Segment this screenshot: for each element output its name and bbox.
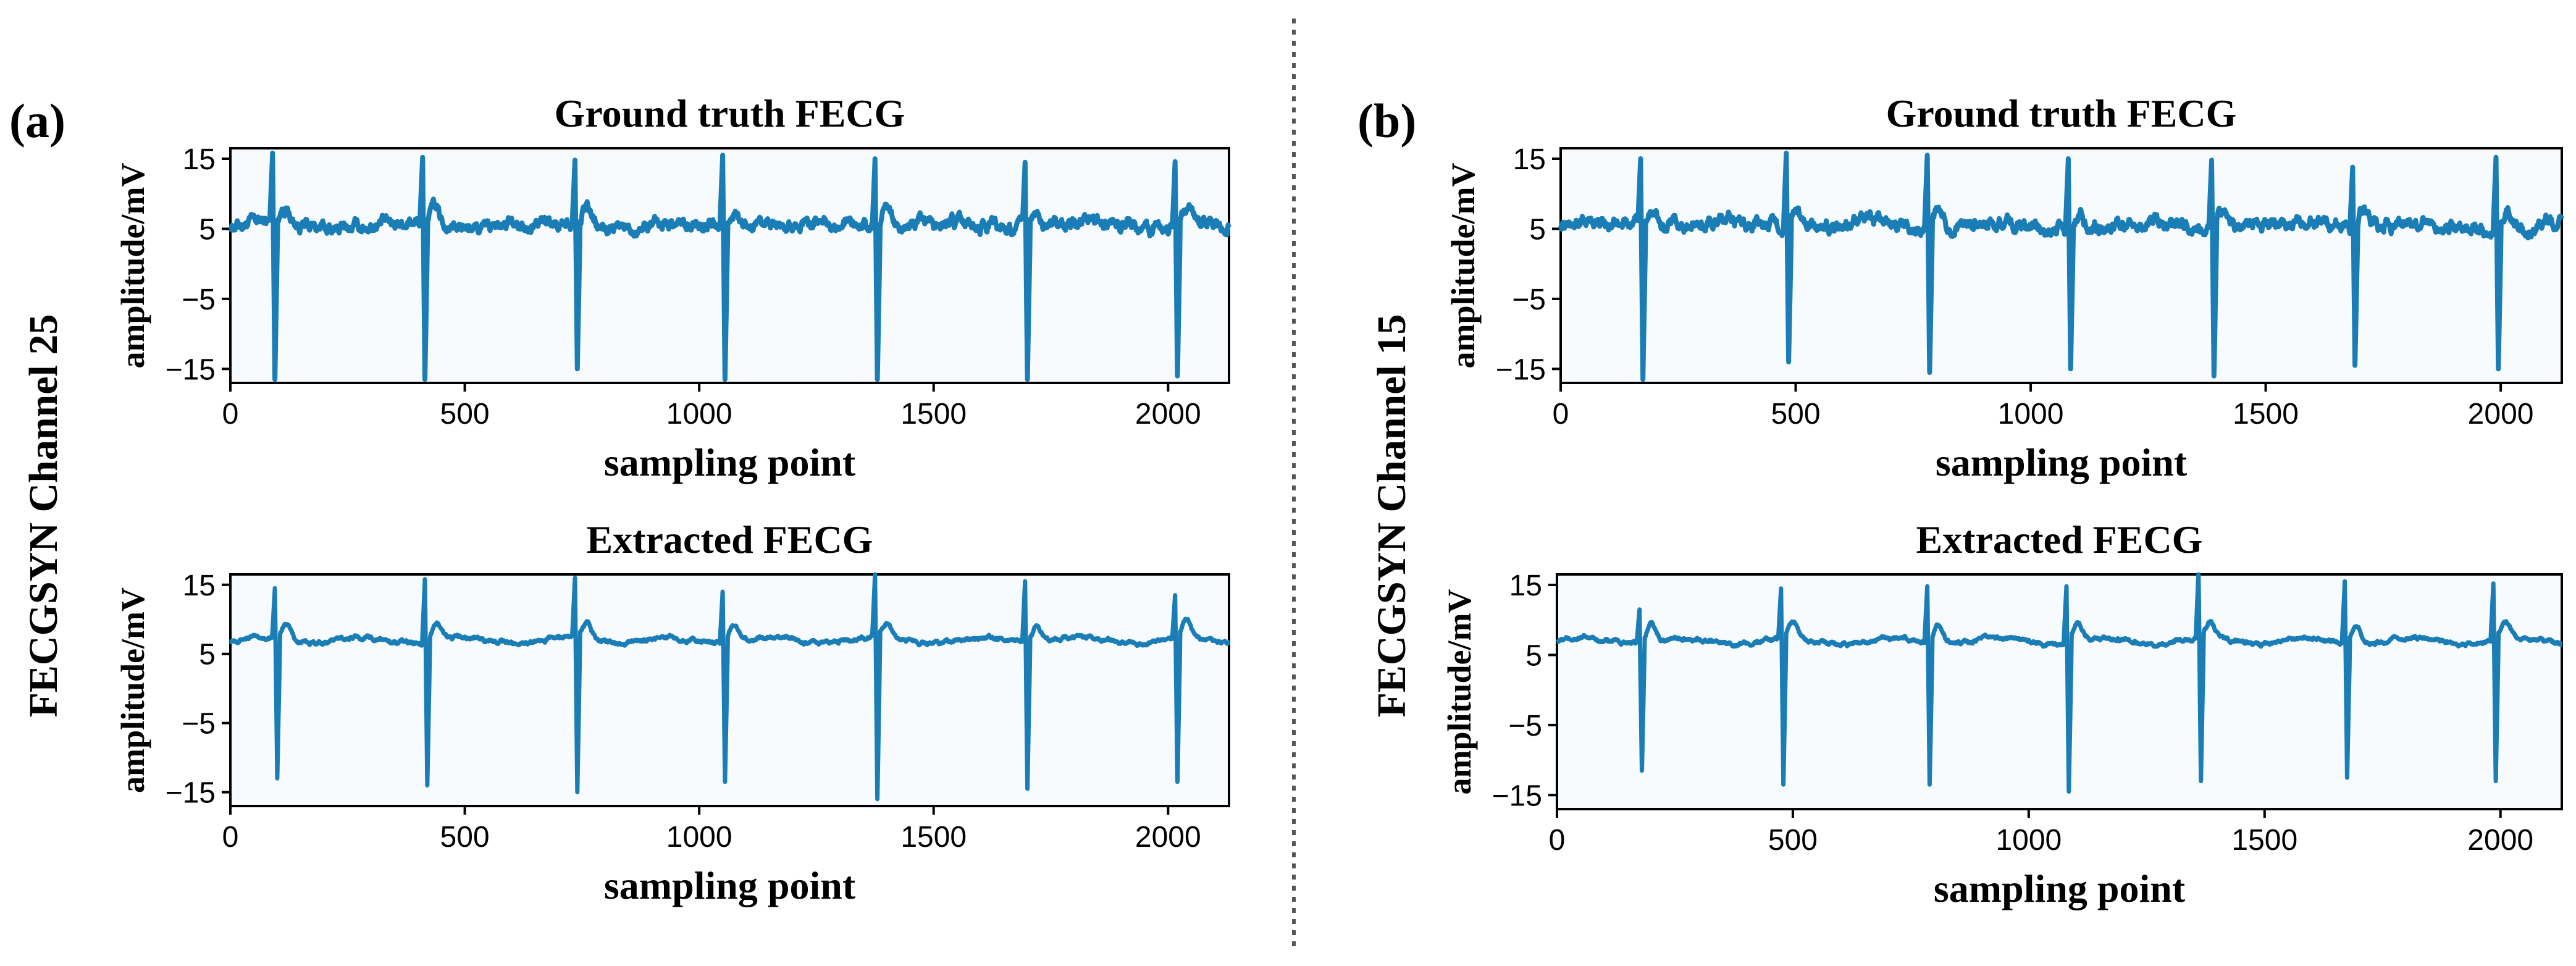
x-tick-label: 1000 <box>666 821 732 854</box>
y-tick-label: 15 <box>1509 569 1542 602</box>
y-tick-label: −15 <box>1492 779 1542 812</box>
plot-frame <box>229 147 1230 384</box>
x-axis-label: sampling point <box>1934 867 2186 910</box>
y-axis-label: amplitude/mV <box>114 587 151 793</box>
plot-frame <box>1559 147 2563 384</box>
x-tick-label: 2000 <box>1135 821 1201 854</box>
x-tick-label: 500 <box>1771 398 1820 430</box>
y-tick-label: −15 <box>166 353 216 386</box>
x-tick-label: 1000 <box>666 398 732 430</box>
y-axis-label: amplitude/mV <box>1445 162 1482 368</box>
panel-a-channel-label: FECGSYN Channel 25 <box>21 314 66 718</box>
x-tick-label: 0 <box>1549 824 1566 857</box>
x-tick-label: 2000 <box>1135 398 1201 430</box>
y-tick-label: −5 <box>1512 284 1546 316</box>
x-tick-label: 1500 <box>900 821 967 854</box>
y-tick-label: 5 <box>199 639 216 671</box>
y-tick-label: 15 <box>183 569 216 602</box>
y-axis-label: amplitude/mV <box>114 162 151 368</box>
y-tick-label: −15 <box>1496 353 1546 386</box>
x-axis-label: sampling point <box>604 440 856 484</box>
x-tick-label: 1500 <box>900 398 967 430</box>
y-tick-label: −5 <box>182 708 216 741</box>
y-tick-label: 15 <box>183 143 216 176</box>
plot-frame <box>229 573 1230 807</box>
y-tick-label: 5 <box>1529 213 1546 246</box>
chart-title: Extracted FECG <box>1916 518 2203 561</box>
x-tick-label: 2000 <box>2467 824 2533 857</box>
y-axis-label: amplitude/mV <box>1441 589 1478 794</box>
x-tick-label: 0 <box>222 821 239 854</box>
panel-a-letter: (a) <box>9 94 65 148</box>
series-line <box>228 150 1231 382</box>
series-line <box>1558 150 2564 382</box>
y-tick-label: 5 <box>1525 639 1542 672</box>
y-tick-label: −5 <box>1508 710 1542 742</box>
panel-b-letter: (b) <box>1357 94 1416 148</box>
x-axis-label: sampling point <box>1936 440 2188 484</box>
x-tick-label: 500 <box>440 821 490 854</box>
x-tick-label: 500 <box>440 398 490 430</box>
y-tick-label: −5 <box>182 284 216 316</box>
chart-title: Ground truth FECG <box>555 91 905 135</box>
x-axis-label: sampling point <box>604 863 856 907</box>
x-tick-label: 1000 <box>1995 824 2062 857</box>
x-tick-label: 0 <box>1553 398 1569 430</box>
chart-title: Extracted FECG <box>587 518 873 561</box>
x-tick-label: 0 <box>222 398 239 430</box>
x-tick-label: 1500 <box>2231 824 2297 857</box>
series-line <box>229 572 1231 802</box>
plot-frame <box>1556 573 2563 810</box>
x-tick-label: 1000 <box>1998 398 2064 430</box>
y-tick-label: 5 <box>199 213 216 246</box>
x-tick-label: 1500 <box>2233 398 2299 430</box>
y-tick-label: 15 <box>1513 143 1546 176</box>
panel-b-channel-label: FECGSYN Channel 15 <box>1369 314 1414 718</box>
x-tick-label: 500 <box>1768 824 1818 857</box>
chart-title: Ground truth FECG <box>1886 91 2237 135</box>
series-line <box>1555 572 2564 794</box>
x-tick-label: 2000 <box>2468 398 2534 430</box>
y-tick-label: −15 <box>166 777 216 810</box>
